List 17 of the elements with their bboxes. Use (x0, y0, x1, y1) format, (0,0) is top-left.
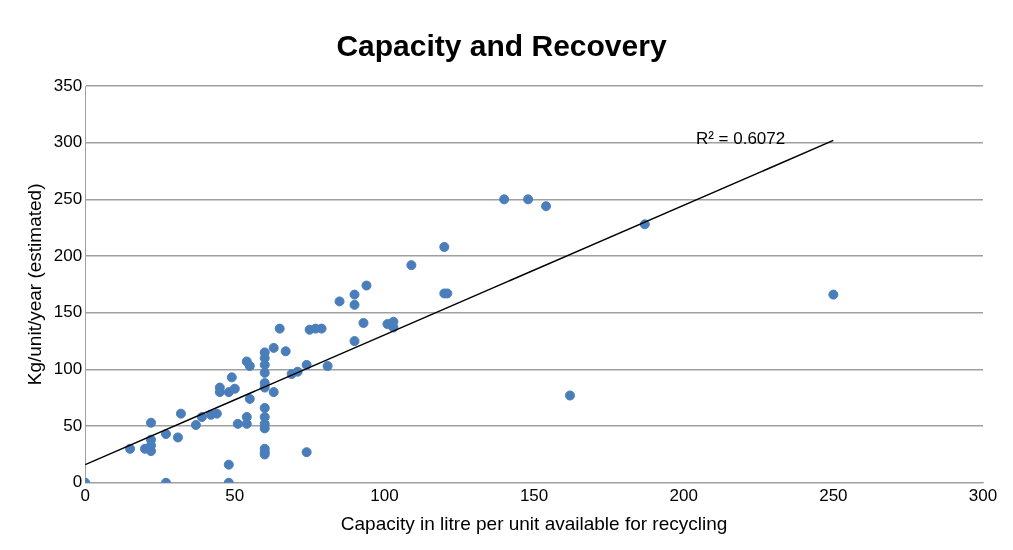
x-tick-label: 50 (225, 485, 245, 505)
annotation: R² = 0.6072 (695, 129, 786, 149)
x-tick-label: 250 (819, 485, 848, 505)
x-axis-title: Capacity in litre per unit available for recycling (340, 512, 728, 534)
y-tick-label: 350 (53, 75, 83, 95)
x-tick-label: 150 (519, 485, 549, 505)
y-tick-label: 50 (63, 415, 83, 435)
y-tick-label: 200 (53, 245, 83, 265)
x-tick-label: 300 (968, 485, 998, 505)
y-axis-title: Kg/unit/year (estimated) (23, 183, 45, 386)
y-tick-label: 100 (53, 359, 83, 379)
y-tick-label: 250 (53, 189, 83, 209)
y-tick-label: 150 (53, 302, 83, 322)
y-tick-label: 300 (53, 132, 83, 152)
chart-title: Capacity and Recovery (336, 29, 667, 63)
x-tick-label: 200 (669, 485, 698, 505)
x-tick-label: 100 (370, 485, 399, 505)
